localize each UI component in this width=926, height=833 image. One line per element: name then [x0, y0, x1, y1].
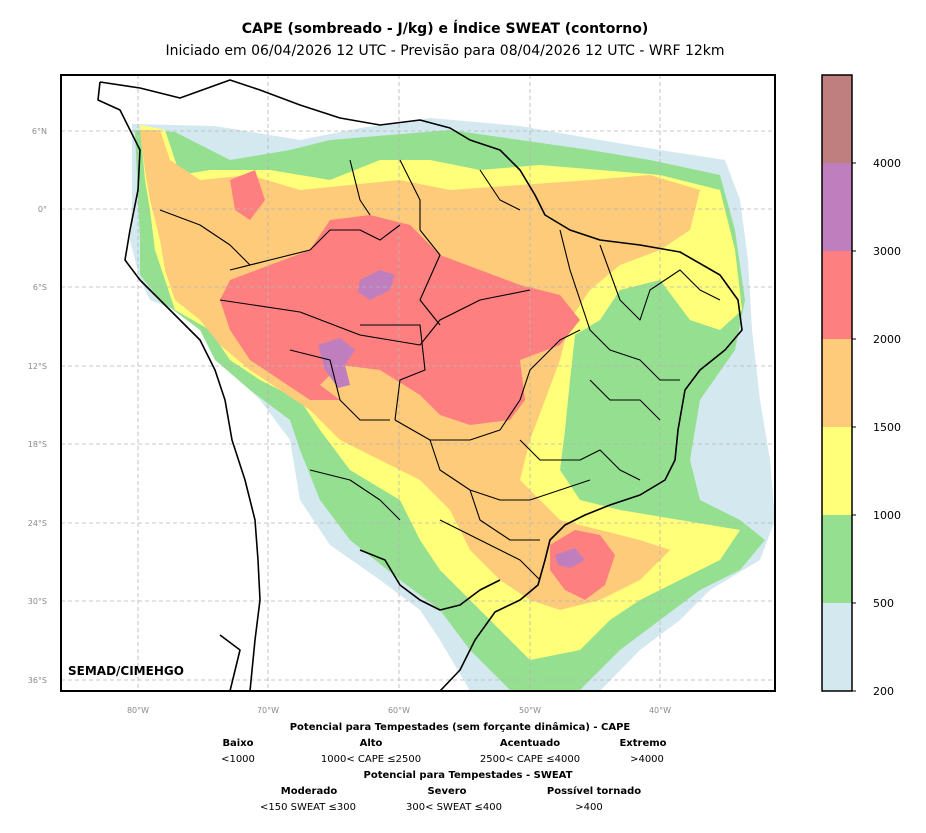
- colorbar-tick: 2000: [873, 333, 901, 346]
- lon-label: 60°W: [388, 706, 410, 715]
- cape-band-3000-a: [358, 270, 395, 300]
- colorbar-tick: 4000: [873, 157, 901, 170]
- sweat-level-name: Severo: [427, 786, 467, 797]
- map-subtitle: Iniciado em 06/04/2026 12 UTC - Previsão…: [165, 43, 725, 59]
- lon-label: 70°W: [257, 706, 279, 715]
- lat-label: 12°S: [28, 362, 47, 371]
- colorbar-tick: 200: [873, 685, 894, 698]
- cape-legend-title: Potencial para Tempestades (sem forçante…: [289, 722, 631, 733]
- lat-labels: 6°N 0° 6°S 12°S 18°S 24°S 30°S 36°S: [28, 127, 47, 685]
- cape-level-name: Alto: [359, 738, 383, 749]
- lat-label: 6°S: [33, 283, 47, 292]
- map-frame: [60, 74, 776, 692]
- lat-label: 6°N: [32, 127, 47, 136]
- cape-level-name: Extremo: [619, 738, 667, 749]
- colorbar-bin-2000: [822, 251, 852, 339]
- state-borders: [159, 159, 721, 581]
- colorbar-bin-200: [822, 603, 852, 691]
- cape-level-range: 2500< CAPE ≤4000: [479, 754, 581, 765]
- pacific-coast: [97, 81, 261, 691]
- cape-level-name: Baixo: [222, 738, 254, 749]
- credit-label: SEMAD/CIMEHGO: [68, 664, 184, 678]
- cape-band-2000-south: [550, 530, 615, 600]
- colorbar-bin-4000: [822, 75, 852, 163]
- map-title: CAPE (sombreado - J/kg) e Índice SWEAT (…: [241, 21, 649, 37]
- cape-band-2000-north: [230, 170, 265, 220]
- colorbar-bin-1500: [822, 339, 852, 427]
- sweat-level-name: Possível tornado: [546, 786, 642, 797]
- colorbar: 200 500 1000 1500 2000 3000 4000: [821, 74, 901, 698]
- colorbar-bin-3000: [822, 163, 852, 251]
- lat-label: 18°S: [28, 440, 47, 449]
- lon-label: 80°W: [127, 706, 149, 715]
- lat-label: 24°S: [28, 519, 47, 528]
- colorbar-tick: 1000: [873, 509, 901, 522]
- cape-level-range: <1000: [221, 754, 255, 765]
- parana-river-area: [359, 549, 501, 611]
- lon-label: 50°W: [519, 706, 541, 715]
- colorbar-bin-1000: [822, 427, 852, 515]
- cape-band-2000-west: [220, 215, 580, 425]
- cape-level-name: Acentuado: [499, 738, 561, 749]
- sweat-level-name: Moderado: [280, 786, 338, 797]
- colorbar-tick: 3000: [873, 245, 901, 258]
- lat-label: 0°: [38, 205, 47, 214]
- sweat-level-range: <150 SWEAT ≤300: [259, 802, 356, 813]
- cape-shading: [130, 118, 775, 691]
- colorbar-tick: 500: [873, 597, 894, 610]
- lon-labels: 80°W 70°W 60°W 50°W 40°W: [127, 706, 671, 715]
- sweat-legend-title: Potencial para Tempestades - SWEAT: [363, 770, 573, 781]
- lat-label: 36°S: [28, 676, 47, 685]
- colorbar-tick: 1500: [873, 421, 901, 434]
- graticule: [61, 75, 775, 691]
- lon-label: 40°W: [649, 706, 671, 715]
- colorbar-bin-500: [822, 515, 852, 603]
- cape-band-3000-c: [555, 548, 585, 568]
- coastlines: [97, 79, 743, 691]
- lat-label: 30°S: [28, 597, 47, 606]
- bay-inlet: [219, 634, 241, 691]
- south-america-coast: [99, 79, 743, 691]
- cape-level-range: >4000: [630, 754, 664, 765]
- cape-level-range: 1000< CAPE ≤2500: [320, 754, 422, 765]
- sweat-level-range: >400: [575, 802, 603, 813]
- cape-band-3000-b: [318, 338, 355, 388]
- sweat-level-range: 300< SWEAT ≤400: [405, 802, 502, 813]
